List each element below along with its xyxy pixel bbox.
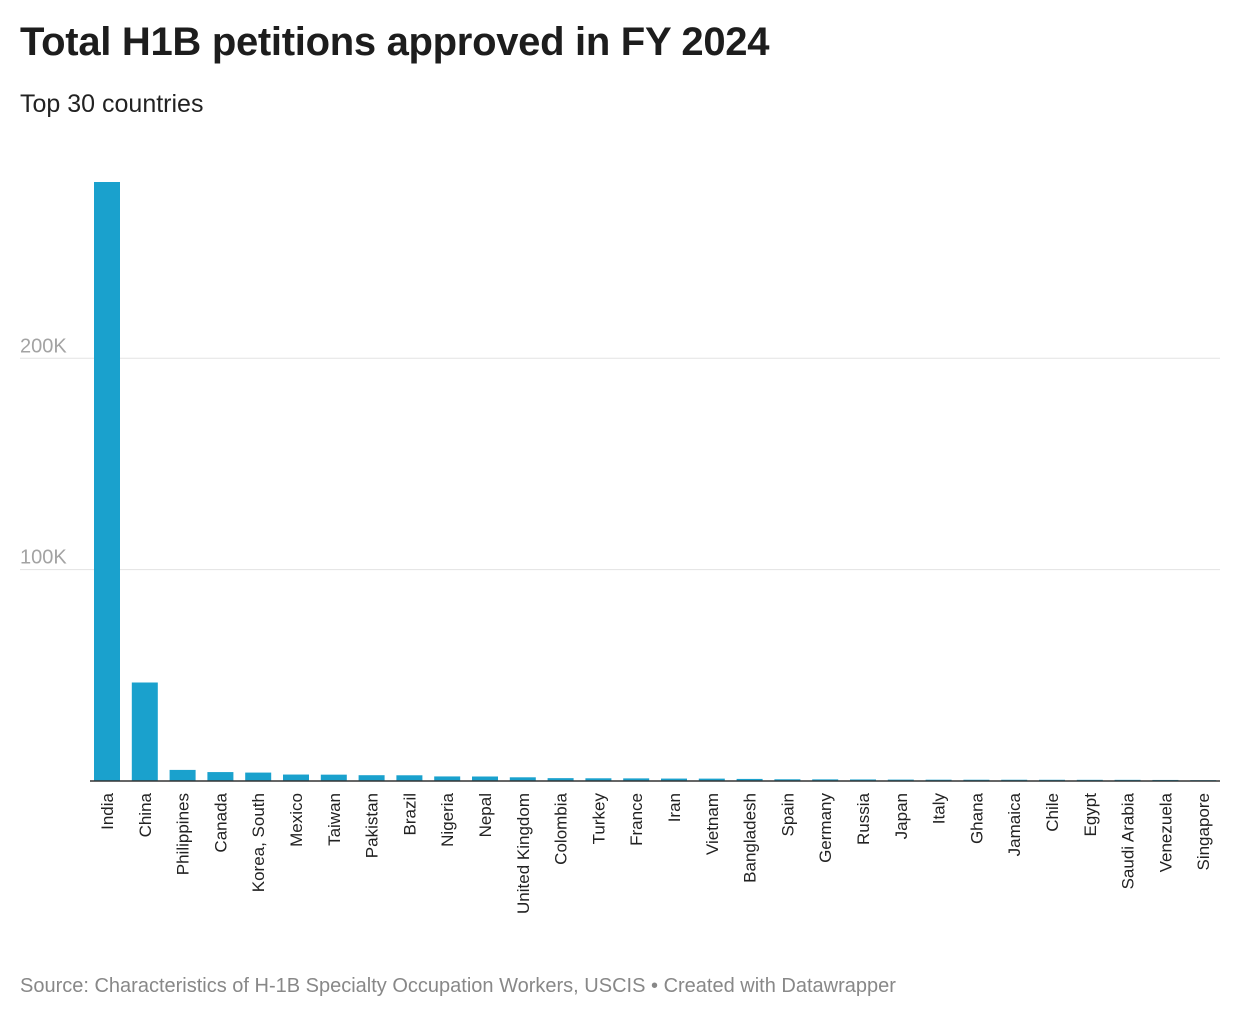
category-label: Colombia [552,792,571,864]
category-label: Germany [816,793,835,863]
category-label: Venezuela [1156,792,1175,872]
bar [283,774,309,781]
bar [169,769,196,781]
bar [661,778,687,781]
category-label: Italy [930,793,949,825]
category-label: Spain [778,793,797,836]
bar [585,778,612,781]
category-label: Vietnam [703,793,722,855]
bar [812,779,839,781]
y-tick-label: 100K [20,547,67,569]
category-label: France [627,793,646,846]
category-label: Taiwan [325,793,344,846]
category-label: Iran [665,793,684,822]
bar [698,778,725,781]
category-label: United Kingdom [514,793,533,914]
category-label: Turkey [589,793,608,845]
bar [509,777,536,781]
category-label: Bangladesh [741,793,760,883]
bar [396,775,423,781]
credit-note: Created with Datawrapper [663,975,896,997]
category-label: Jamaica [1005,792,1024,856]
bar [623,778,650,781]
bar [207,772,234,781]
category-label: Canada [211,792,230,852]
bar [472,776,498,781]
grid-lines [20,357,1220,571]
footer-separator: • [650,975,658,997]
category-label: Japan [892,793,911,839]
bar-chart: 100K 200K India China Philippines Canada Kore… [20,182,1220,914]
bar [547,778,574,781]
category-label: Saudi Arabia [1119,792,1138,889]
category-label: Egypt [1081,793,1100,837]
category-label: Chile [1043,793,1062,832]
bar [94,182,120,781]
bar [358,775,385,781]
y-tick-label: 200K [20,335,67,357]
bar [736,778,763,781]
bars [94,182,1217,781]
category-label: Nepal [476,793,495,837]
bar [320,774,347,781]
category-label: Singapore [1194,793,1213,871]
bar [850,779,876,781]
bar [774,779,801,781]
category-label: India [98,792,117,829]
chart-subtitle: Top 30 countries [20,90,204,118]
source-note: Source: Characteristics of H-1B Specialt… [20,975,646,997]
category-label: Mexico [287,793,306,847]
bar [434,776,461,781]
category-labels: India China Philippines Canada Korea, South M… [98,792,1213,914]
chart-footer: Source: Characteristics of H-1B Specialt… [20,975,896,998]
category-label: Russia [854,792,873,845]
chart-title: Total H1B petitions approved in FY 2024 [20,20,770,64]
category-label: Brazil [400,793,419,836]
category-label: Ghana [967,792,986,844]
bar [245,772,272,781]
y-tick-labels: 100K 200K [20,335,67,568]
bar [131,682,158,781]
category-label: Philippines [174,793,193,875]
category-label: Korea, South [249,793,268,892]
category-label: China [136,792,155,837]
category-label: Pakistan [363,793,382,858]
category-label: Nigeria [438,792,457,846]
